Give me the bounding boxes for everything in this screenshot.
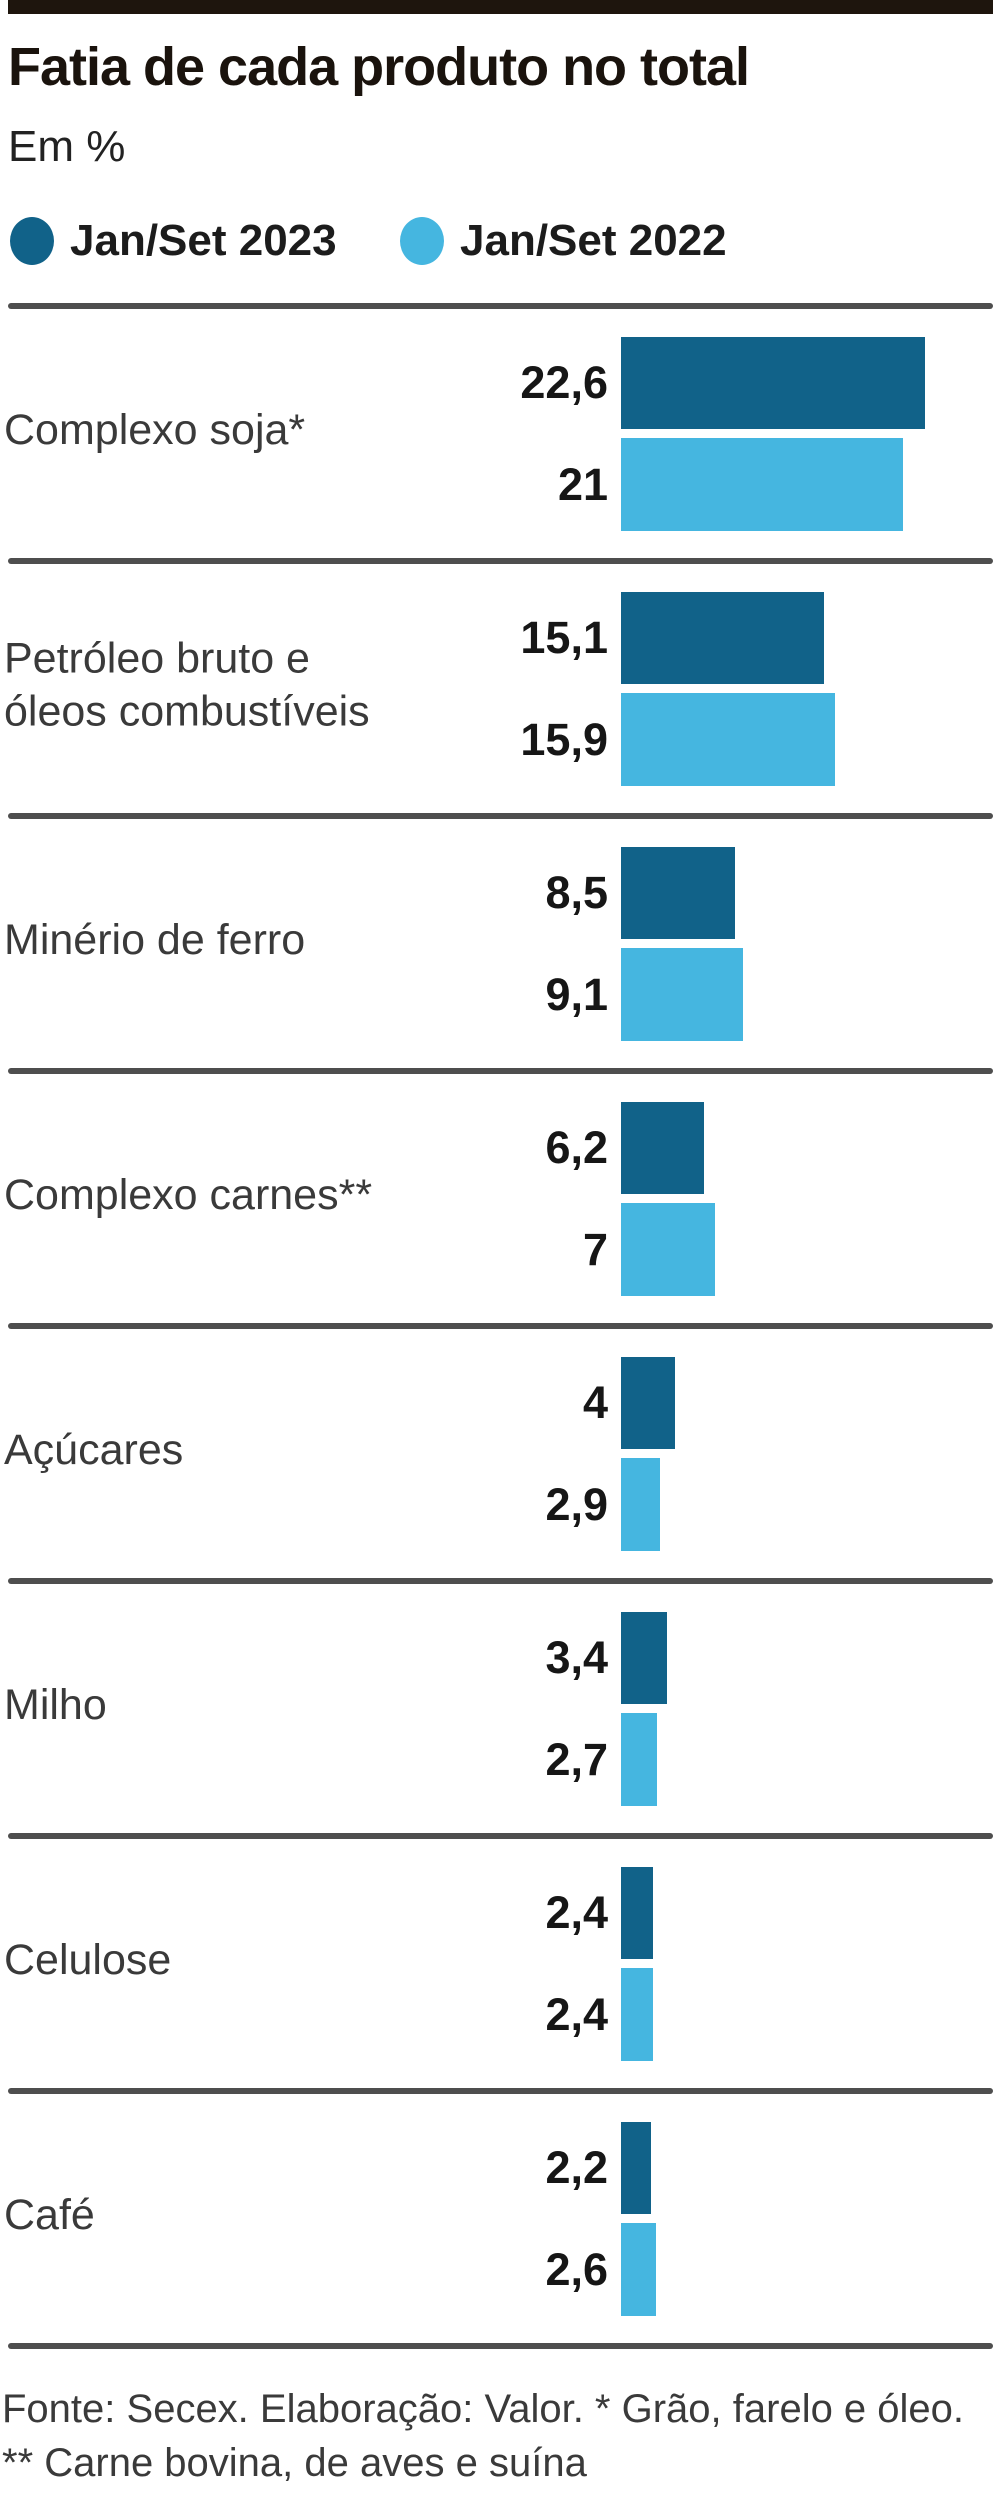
- bar-2022: [621, 948, 743, 1041]
- bar-2023: [621, 1102, 704, 1194]
- value-2022: 2,7: [545, 1734, 608, 1785]
- value-2023: 8,5: [545, 867, 608, 918]
- source-line-2: ** Carne bovina, de aves e suína: [2, 2441, 587, 2485]
- bar-2022: [621, 1458, 660, 1551]
- row-separator: [8, 1578, 993, 1584]
- value-2022: 2,9: [545, 1479, 608, 1530]
- chart-title: Fatia de cada produto no total: [8, 37, 750, 97]
- category-label: Celulose: [4, 1935, 172, 1984]
- category-label: Petróleo bruto e óleos combustíveis: [4, 633, 370, 736]
- row-separator: [8, 1833, 993, 1839]
- value-2022: 2,6: [545, 2244, 608, 2295]
- value-2022: 9,1: [545, 969, 608, 1020]
- legend-item-2022: Jan/Set 2022: [400, 216, 727, 266]
- value-2023: 3,4: [545, 1632, 608, 1683]
- legend-label-2022: Jan/Set 2022: [460, 216, 727, 265]
- category-label: Minério de ferro: [4, 915, 306, 964]
- bar-2022: [621, 693, 835, 786]
- chart-row-celulose: Celulose 2,4 2,4: [0, 1833, 1000, 2088]
- row-separator: [8, 2088, 993, 2094]
- category-label: Café: [4, 2190, 95, 2239]
- bar-2023: [621, 847, 735, 939]
- source-note: Fonte: Secex. Elaboração: Valor. * Grão,…: [2, 2385, 992, 2493]
- legend-label-2023: Jan/Set 2023: [70, 216, 337, 265]
- chart-row-complexo-soja: Complexo soja* 22,6 21: [0, 303, 1000, 558]
- row-separator: [8, 813, 993, 819]
- chart-row-milho: Milho 3,4 2,7: [0, 1578, 1000, 1833]
- row-separator: [8, 303, 993, 309]
- bar-2023: [621, 1612, 667, 1704]
- bar-2023: [621, 337, 925, 429]
- bar-2022: [621, 1203, 715, 1296]
- bar-2023: [621, 1867, 653, 1959]
- value-2023: 4: [582, 1377, 608, 1428]
- value-2023: 2,2: [545, 2142, 608, 2193]
- value-2023: 22,6: [520, 357, 608, 408]
- chart-row-petroleo: Petróleo bruto e óleos combustíveis 15,1…: [0, 558, 1000, 813]
- bottom-separator: [8, 2343, 993, 2349]
- legend-item-2023: Jan/Set 2023: [10, 216, 400, 266]
- bar-2022: [621, 438, 903, 531]
- chart-subtitle: Em %: [8, 122, 126, 171]
- row-separator: [8, 1323, 993, 1329]
- row-separator: [8, 558, 993, 564]
- category-label: Milho: [4, 1680, 107, 1729]
- top-border-bar: [8, 0, 993, 14]
- row-separator: [8, 1068, 993, 1074]
- legend-dot-2023-icon: [10, 217, 54, 265]
- bar-2022: [621, 2223, 656, 2316]
- bar-2022: [621, 1713, 657, 1806]
- bar-2023: [621, 2122, 651, 2214]
- value-2023: 6,2: [545, 1122, 608, 1173]
- chart-row-carnes: Complexo carnes** 6,2 7: [0, 1068, 1000, 1323]
- legend: Jan/Set 2023 Jan/Set 2022: [10, 216, 727, 266]
- legend-dot-2022-icon: [400, 217, 444, 265]
- chart-row-acucares: Açúcares 4 2,9: [0, 1323, 1000, 1578]
- value-2022: 15,9: [520, 714, 608, 765]
- value-2022: 21: [557, 459, 608, 510]
- bar-2023: [621, 1357, 675, 1449]
- value-2022: 2,4: [545, 1989, 608, 2040]
- source-line-1: Fonte: Secex. Elaboração: Valor. * Grão,…: [2, 2387, 965, 2431]
- bar-2022: [621, 1968, 653, 2061]
- category-label: Açúcares: [4, 1425, 184, 1474]
- value-2022: 7: [582, 1224, 608, 1275]
- chart-row-cafe: Café 2,2 2,6: [0, 2088, 1000, 2343]
- value-2023: 2,4: [545, 1887, 608, 1938]
- category-label: Complexo soja*: [4, 405, 306, 454]
- bar-2023: [621, 592, 824, 684]
- value-2023: 15,1: [520, 612, 608, 663]
- category-label: Complexo carnes**: [4, 1170, 373, 1219]
- chart-row-minerio: Minério de ferro 8,5 9,1: [0, 813, 1000, 1068]
